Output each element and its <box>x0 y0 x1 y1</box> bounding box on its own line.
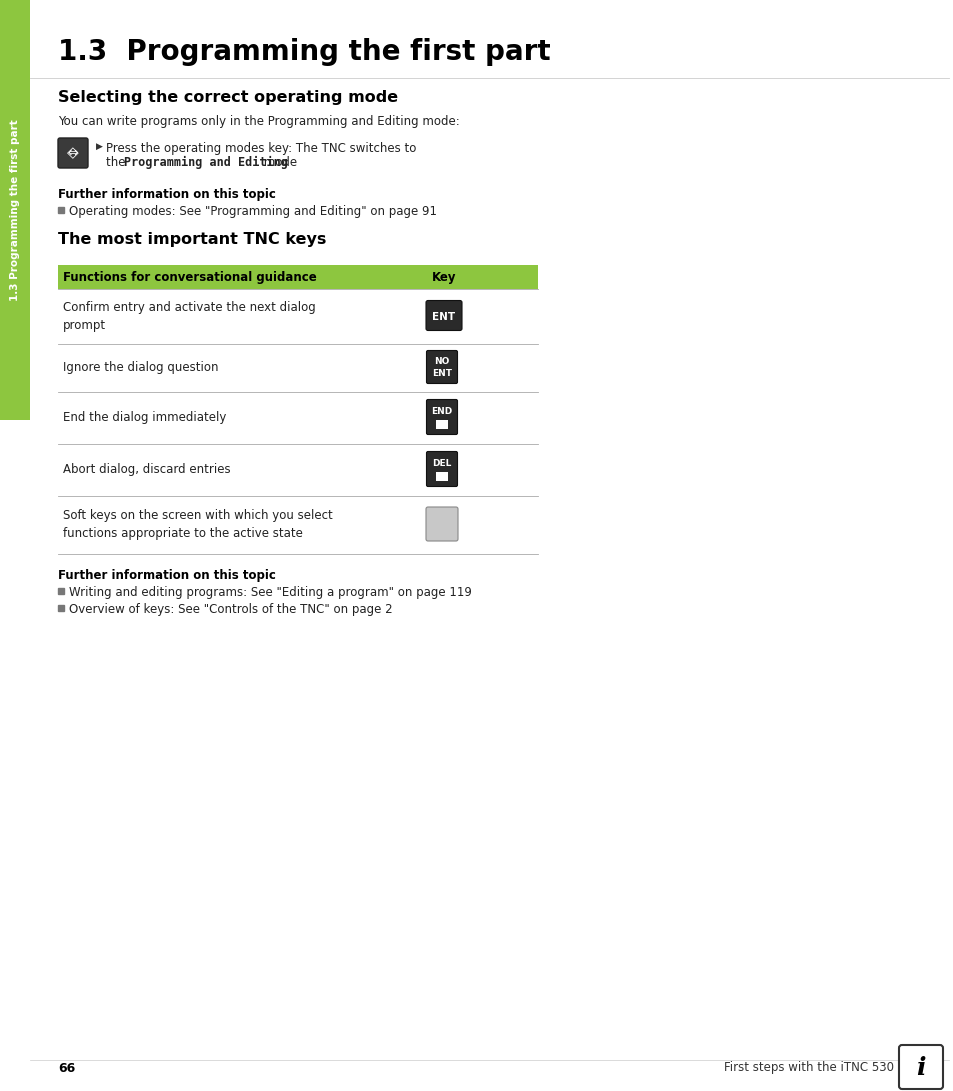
Text: Abort dialog, discard entries: Abort dialog, discard entries <box>63 464 231 477</box>
FancyBboxPatch shape <box>426 300 461 331</box>
Text: ▶: ▶ <box>96 142 103 151</box>
Text: Operating modes: See "Programming and Editing" on page 91: Operating modes: See "Programming and Ed… <box>69 205 436 218</box>
Text: Programming and Editing: Programming and Editing <box>124 156 288 169</box>
Text: Selecting the correct operating mode: Selecting the correct operating mode <box>58 89 397 105</box>
Text: Further information on this topic: Further information on this topic <box>58 570 275 582</box>
Text: Key: Key <box>432 271 456 284</box>
Text: mode: mode <box>260 156 296 169</box>
FancyBboxPatch shape <box>58 137 88 168</box>
Text: Functions for conversational guidance: Functions for conversational guidance <box>63 271 316 284</box>
Text: 66: 66 <box>58 1062 75 1075</box>
Text: End the dialog immediately: End the dialog immediately <box>63 411 226 424</box>
FancyBboxPatch shape <box>426 350 457 384</box>
Text: i: i <box>915 1056 924 1080</box>
Text: 1.3  Programming the first part: 1.3 Programming the first part <box>58 38 550 65</box>
Text: DEL: DEL <box>432 458 451 468</box>
Text: END: END <box>431 407 452 416</box>
Text: ⇔: ⇔ <box>68 146 78 159</box>
FancyBboxPatch shape <box>426 507 457 541</box>
Bar <box>58 265 537 289</box>
Text: ENT: ENT <box>432 312 456 322</box>
Text: the: the <box>106 156 129 169</box>
Bar <box>436 420 448 429</box>
Text: Overview of keys: See "Controls of the TNC" on page 2: Overview of keys: See "Controls of the T… <box>69 603 393 616</box>
Text: ENT: ENT <box>432 370 452 379</box>
Text: You can write programs only in the Programming and Editing mode:: You can write programs only in the Progr… <box>58 115 459 128</box>
Text: NO: NO <box>434 358 449 367</box>
FancyBboxPatch shape <box>898 1045 942 1089</box>
FancyBboxPatch shape <box>426 399 457 434</box>
Text: First steps with the iTNC 530: First steps with the iTNC 530 <box>723 1062 893 1075</box>
FancyBboxPatch shape <box>426 452 457 487</box>
Text: Writing and editing programs: See "Editing a program" on page 119: Writing and editing programs: See "Editi… <box>69 586 472 599</box>
Text: Soft keys on the screen with which you select
functions appropriate to the activ: Soft keys on the screen with which you s… <box>63 509 333 540</box>
Bar <box>436 472 448 481</box>
Text: The most important TNC keys: The most important TNC keys <box>58 232 326 247</box>
Bar <box>0 0 30 420</box>
Text: Confirm entry and activate the next dialog
prompt: Confirm entry and activate the next dial… <box>63 301 315 332</box>
Text: 1.3 Programming the first part: 1.3 Programming the first part <box>10 119 20 301</box>
Text: Ignore the dialog question: Ignore the dialog question <box>63 361 218 374</box>
Text: Press the operating modes key: The TNC switches to: Press the operating modes key: The TNC s… <box>106 142 416 155</box>
Text: Further information on this topic: Further information on this topic <box>58 188 275 201</box>
Text: ◇: ◇ <box>67 145 79 160</box>
